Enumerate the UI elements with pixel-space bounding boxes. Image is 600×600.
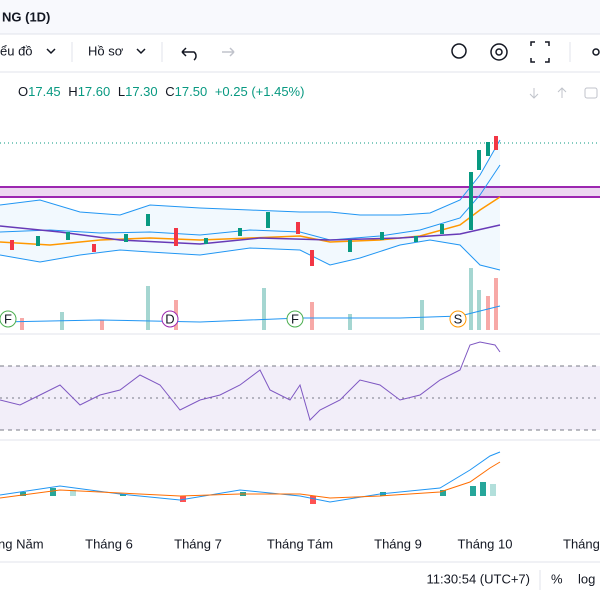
event-label: D (165, 311, 174, 326)
header-bar (0, 0, 600, 34)
chevron (46, 48, 56, 55)
event-marker[interactable] (0, 310, 17, 328)
band-fill (0, 140, 500, 270)
text: 17.50 (175, 84, 208, 99)
ma-line (0, 196, 501, 246)
text: O (18, 84, 28, 99)
ohlc-legend: O17.45 H17.60 L17.30 C17.50 +0.25 (+1.45… (18, 84, 304, 99)
settings-icon (495, 48, 503, 56)
symbol-title: NG (1D) (2, 9, 50, 24)
text: 17.60 (78, 84, 111, 99)
settings-button[interactable] (490, 43, 508, 61)
signal-line (0, 461, 501, 499)
text: +0.25 (+1.45%) (215, 84, 305, 99)
time-label: Tháng 9 (374, 536, 422, 551)
event-label: S (454, 311, 463, 326)
event-marker[interactable] (286, 310, 304, 328)
volume-ma (0, 305, 501, 323)
event-markers: F D F S (0, 310, 467, 328)
text: 17.45 (28, 84, 61, 99)
text: 17.30 (125, 84, 158, 99)
undo-button[interactable] (181, 47, 197, 61)
event-label: F (4, 311, 12, 326)
ma-line (0, 224, 501, 245)
fullscreen-button[interactable] (530, 41, 550, 63)
rsi-line (0, 341, 501, 421)
percent-toggle[interactable]: % (551, 571, 563, 586)
time-label: Tháng 6 (85, 536, 133, 551)
lower-band (0, 239, 501, 271)
text: C (165, 84, 174, 99)
pane-buttons (529, 87, 598, 99)
candles (10, 136, 498, 266)
text: H (68, 84, 77, 99)
chart-menu[interactable]: ểu đồ (0, 43, 33, 58)
time-label: Tháng (563, 536, 600, 551)
volume-bars (20, 268, 498, 330)
event-label: F (291, 311, 299, 326)
chevron (136, 48, 146, 55)
event-marker[interactable] (161, 310, 179, 328)
time-label: Tháng 10 (458, 536, 513, 551)
time-label: ng Năm (0, 536, 44, 551)
time-label: Tháng Tám (267, 536, 333, 551)
profile-menu[interactable]: Hồ sơ (88, 43, 124, 58)
time-label: Tháng 7 (174, 536, 222, 551)
redo-button[interactable] (222, 47, 235, 57)
alert-button[interactable] (451, 43, 467, 59)
upper-band (0, 139, 501, 216)
text: L (118, 84, 125, 99)
log-toggle[interactable]: log (578, 571, 595, 586)
zone (0, 187, 600, 197)
share-button[interactable] (592, 48, 600, 56)
event-marker[interactable] (449, 310, 467, 328)
clock: 11:30:54 (UTC+7) (427, 571, 530, 586)
